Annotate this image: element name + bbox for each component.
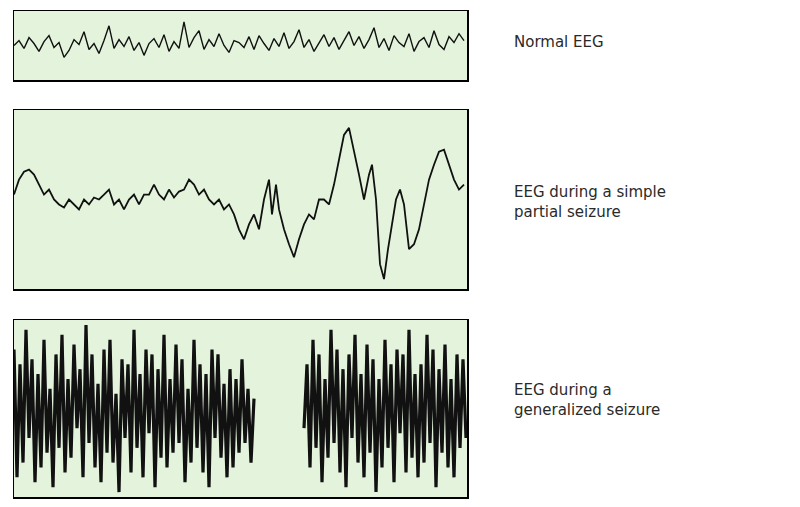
svg-text:Normal EEG: Normal EEG: [514, 33, 604, 51]
svg-text:EEG during ageneralized seizur: EEG during ageneralized seizure: [514, 381, 660, 419]
svg-text:EEG during a simplepartial sei: EEG during a simplepartial seizure: [514, 183, 666, 221]
